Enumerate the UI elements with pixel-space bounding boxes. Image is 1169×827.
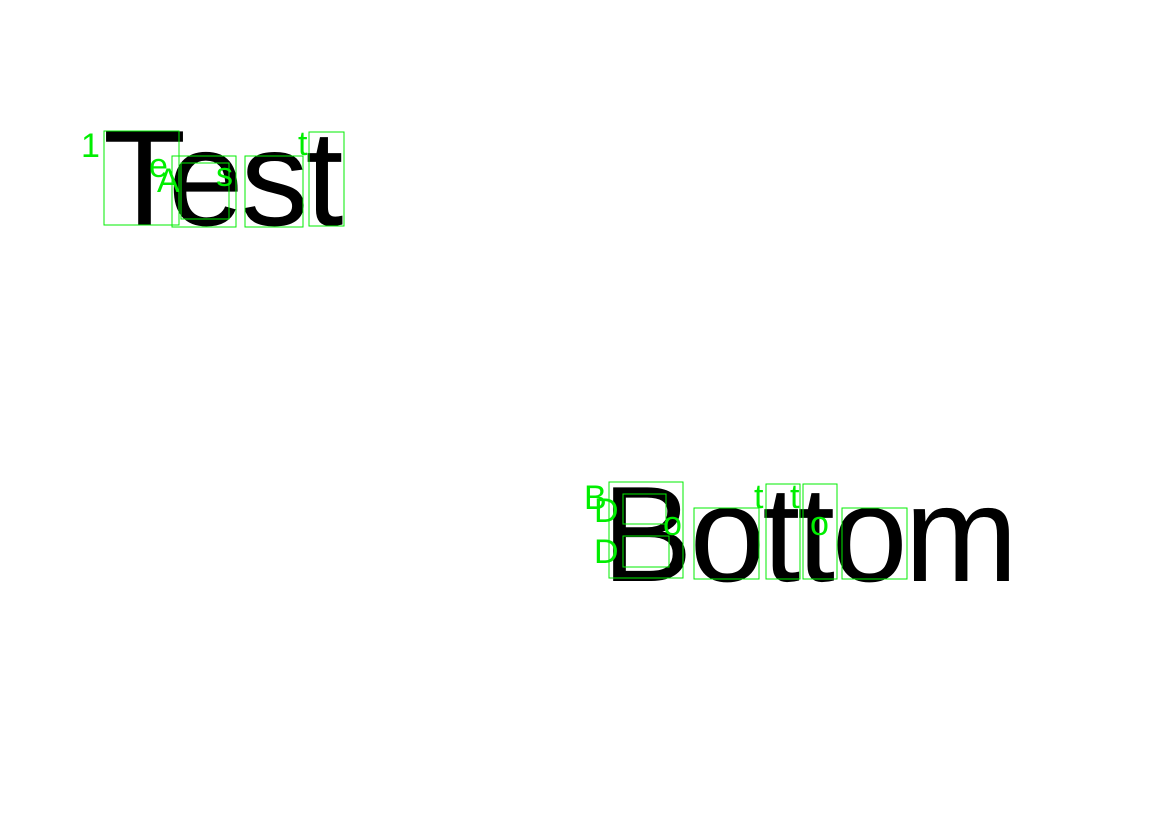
box-test-t [308,131,345,227]
tag-test-t: t [298,125,308,163]
tag-bottom-t1: t [754,478,764,516]
box-bottom-B [608,481,684,579]
tag-test-e: e [149,147,168,185]
box-bottom-o2 [841,507,908,580]
tag-test-s: s [216,156,233,194]
tag-bottom-B-upper: D [594,492,619,530]
box-bottom-B-lower [622,535,670,568]
box-bottom-t1 [765,483,801,580]
box-test-e-inner [180,162,230,220]
box-test-T [103,130,180,226]
tag-bottom-o2: o [810,505,829,543]
box-bottom-o [693,507,760,580]
tag-bottom-B-lower: D [594,533,619,571]
box-bottom-B-upper [622,493,667,525]
tag-test-T: 1 [81,127,100,165]
tag-bottom-B: B [584,479,607,517]
tag-bottom-o: o [663,505,682,543]
box-test-e [171,155,237,228]
box-test-s [244,155,304,228]
box-bottom-t2 [802,483,838,580]
tag-bottom-t2: t [790,478,800,516]
tag-test-e-inner: A [157,162,180,200]
